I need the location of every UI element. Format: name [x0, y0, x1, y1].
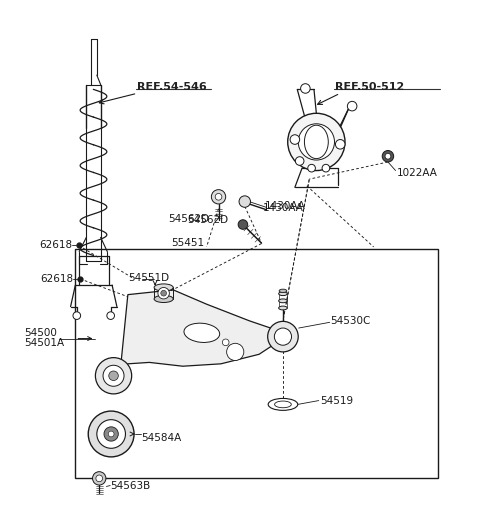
Circle shape — [158, 287, 169, 299]
Circle shape — [222, 339, 229, 346]
Text: 54501A: 54501A — [24, 338, 64, 348]
Text: REF.50-512: REF.50-512 — [336, 82, 405, 92]
Circle shape — [238, 220, 248, 229]
Circle shape — [227, 343, 244, 361]
Text: 54563B: 54563B — [110, 480, 150, 491]
Circle shape — [322, 164, 330, 172]
Text: 54500: 54500 — [24, 328, 57, 338]
Circle shape — [97, 420, 125, 448]
Circle shape — [161, 290, 167, 296]
Circle shape — [88, 411, 134, 457]
Circle shape — [73, 312, 81, 319]
Text: 55451: 55451 — [171, 238, 204, 248]
Text: 54562D: 54562D — [168, 214, 209, 224]
Circle shape — [96, 358, 132, 394]
Circle shape — [300, 84, 310, 93]
Circle shape — [239, 196, 251, 207]
Bar — [75, 250, 438, 478]
Ellipse shape — [268, 398, 298, 410]
Ellipse shape — [184, 323, 220, 343]
Circle shape — [109, 371, 118, 380]
Circle shape — [295, 157, 304, 165]
Text: 54562D: 54562D — [188, 215, 228, 225]
Text: 1022AA: 1022AA — [396, 168, 437, 178]
Text: 1430AA: 1430AA — [265, 201, 306, 211]
Text: 54551D: 54551D — [128, 273, 169, 283]
Ellipse shape — [279, 289, 287, 293]
Text: 62618: 62618 — [40, 274, 73, 284]
Circle shape — [275, 328, 291, 345]
Circle shape — [268, 321, 298, 352]
Circle shape — [215, 194, 222, 200]
Ellipse shape — [275, 401, 291, 408]
Text: 1430AA: 1430AA — [263, 203, 304, 213]
Circle shape — [336, 139, 345, 149]
Circle shape — [288, 113, 345, 171]
Circle shape — [103, 365, 124, 386]
Ellipse shape — [279, 292, 287, 296]
Circle shape — [96, 475, 103, 481]
Text: REF.54-546: REF.54-546 — [137, 82, 207, 92]
Circle shape — [211, 189, 226, 204]
Circle shape — [290, 135, 300, 144]
Ellipse shape — [304, 125, 328, 159]
Text: 54530C: 54530C — [331, 316, 371, 326]
Circle shape — [385, 153, 391, 159]
Circle shape — [107, 312, 115, 319]
Polygon shape — [120, 290, 277, 376]
Ellipse shape — [279, 299, 287, 303]
Text: 62618: 62618 — [39, 240, 72, 251]
Text: 54519: 54519 — [320, 396, 353, 405]
Circle shape — [348, 102, 357, 111]
Circle shape — [382, 151, 394, 162]
Ellipse shape — [279, 306, 287, 310]
Circle shape — [298, 124, 335, 160]
Circle shape — [308, 164, 315, 172]
Circle shape — [104, 427, 118, 441]
Text: 54584A: 54584A — [141, 433, 181, 443]
Ellipse shape — [154, 295, 173, 303]
Circle shape — [108, 431, 114, 437]
Circle shape — [93, 472, 106, 485]
Ellipse shape — [154, 284, 173, 291]
